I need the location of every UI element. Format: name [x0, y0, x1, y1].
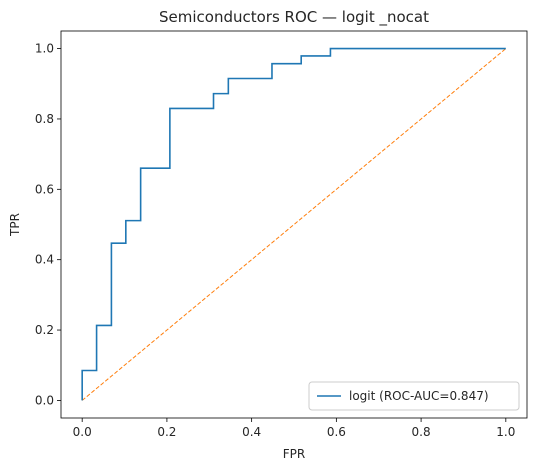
plot-area: [60, 30, 528, 419]
chart-title: Semiconductors ROC — logit _nocat: [159, 8, 429, 27]
y-tick-label: 0.2: [35, 323, 54, 337]
legend-entry-label: logit (ROC-AUC=0.847): [349, 389, 489, 403]
x-tick-label: 0.2: [157, 425, 176, 439]
roc-curve-line: [81, 47, 506, 401]
x-tick-label: 1.0: [496, 425, 515, 439]
x-tick-label: 0.0: [73, 425, 92, 439]
plot-frame: [60, 30, 528, 419]
y-tick-label: 0.6: [35, 182, 54, 196]
x-tick-label: 0.8: [412, 425, 431, 439]
y-tick-label: 0.4: [35, 253, 54, 267]
y-axis-label: TPR: [8, 213, 22, 237]
y-tick-label: 0.8: [35, 112, 54, 126]
x-axis-ticks: 0.0 0.2 0.4 0.6 0.8 1.0: [73, 418, 515, 439]
legend: logit (ROC-AUC=0.847): [308, 381, 520, 411]
legend-box: [308, 381, 520, 411]
x-tick-label: 0.4: [242, 425, 261, 439]
y-tick-label: 1.0: [35, 42, 54, 56]
x-tick-label: 0.6: [327, 425, 346, 439]
chance-diagonal-line: [81, 48, 507, 401]
y-tick-label: 0.0: [35, 393, 54, 407]
y-axis-ticks: 0.0 0.2 0.4 0.6 0.8 1.0: [35, 42, 61, 407]
x-axis-label: FPR: [283, 447, 305, 461]
